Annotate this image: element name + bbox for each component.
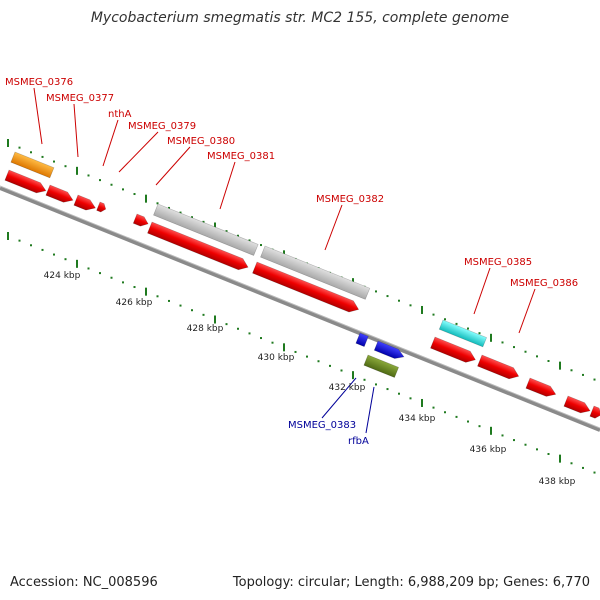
feature-orange[interactable] [10, 151, 55, 179]
leader-line [365, 386, 375, 434]
outer-tick-track [7, 139, 596, 381]
gene-red-b-shape [563, 395, 591, 414]
kbp-label: 434 kbp [399, 414, 436, 424]
gene-label-forward[interactable]: nthA [108, 109, 132, 120]
feature-gray-1-shape [153, 203, 259, 256]
feature-gray-2-shape [260, 245, 371, 300]
feature-orange-shape [10, 151, 55, 179]
gene-label-reverse[interactable]: MSMEG_0383 [288, 420, 356, 431]
leader-line [219, 161, 236, 210]
label-leaders [33, 87, 536, 434]
gene-red-c[interactable] [589, 405, 600, 420]
gene-msmeg-0383-shape [355, 332, 369, 347]
feature-track [4, 151, 600, 420]
gene-msmeg-0377[interactable] [45, 184, 75, 205]
feature-cyan[interactable] [438, 319, 487, 348]
genome-summary-text: Topology: circular; Length: 6,988,209 bp… [232, 575, 590, 590]
label-layer: 424 kbp 426 kbp 428 kbp 430 kbp 432 kbp 434 k… [5, 77, 578, 487]
kbp-label: 424 kbp [44, 271, 81, 281]
kbp-label: 438 kbp [539, 477, 576, 487]
gene-label-reverse[interactable]: rfbA [348, 436, 369, 447]
gene-msmeg-0376[interactable] [4, 169, 48, 196]
map-title: Mycobacterium smegmatis str. MC2 155, co… [90, 10, 510, 26]
gene-small-1[interactable] [96, 201, 108, 213]
gene-msmeg-0379-shape [132, 213, 149, 227]
feature-cyan-shape [438, 319, 487, 348]
kbp-label: 426 kbp [116, 298, 153, 308]
gene-msmeg-0383[interactable] [355, 332, 369, 347]
gene-label-forward[interactable]: MSMEG_0376 [5, 77, 73, 88]
gene-msmeg-0381-shape [252, 261, 360, 313]
gene-label-forward[interactable]: MSMEG_0377 [46, 93, 114, 104]
kbp-label: 428 kbp [187, 324, 224, 334]
gene-msmeg-0379[interactable] [132, 213, 150, 229]
leader-line [118, 131, 159, 173]
backbone-line [0, 186, 600, 432]
gene-msmeg-0386-shape [477, 354, 520, 380]
leader-line [321, 377, 357, 419]
gene-label-forward[interactable]: MSMEG_0381 [207, 151, 275, 162]
gene-msmeg-0380-shape [147, 221, 249, 271]
gene-rfba[interactable] [363, 354, 399, 378]
feature-gray-1[interactable] [153, 203, 259, 256]
accession-text: Accession: NC_008596 [10, 575, 158, 590]
gene-ntha[interactable] [73, 194, 98, 213]
gene-label-forward[interactable]: MSMEG_0379 [128, 121, 196, 132]
gene-msmeg-0386[interactable] [477, 354, 521, 382]
leader-line [102, 119, 119, 167]
gene-red-a-shape [525, 377, 557, 397]
gene-blue-b-shape [373, 340, 405, 359]
gene-rfba-shape [363, 354, 399, 378]
gene-msmeg-0385-shape [430, 336, 476, 363]
gene-msmeg-0385[interactable] [430, 336, 478, 365]
gene-red-a[interactable] [525, 377, 558, 399]
kbp-label: 432 kbp [329, 383, 366, 393]
leader-line [473, 267, 491, 315]
leader-line [73, 103, 79, 158]
gene-red-b[interactable] [563, 395, 592, 416]
kbp-label: 430 kbp [258, 353, 295, 363]
gene-msmeg-0376-shape [4, 169, 47, 194]
gene-msmeg-0377-shape [45, 184, 74, 203]
gene-small-1-shape [96, 201, 107, 213]
gene-blue-b[interactable] [373, 340, 406, 361]
backbone-highlight [0, 185, 600, 429]
gene-msmeg-0380[interactable] [147, 221, 251, 273]
gene-msmeg-0381[interactable] [252, 261, 361, 315]
gene-label-forward[interactable]: MSMEG_0385 [464, 257, 532, 268]
gene-label-forward[interactable]: MSMEG_0380 [167, 136, 235, 147]
feature-gray-2[interactable] [260, 245, 371, 300]
inner-tick-track [7, 232, 596, 474]
gene-label-forward[interactable]: MSMEG_0382 [316, 194, 384, 205]
leader-line [518, 288, 536, 334]
gene-ntha-shape [73, 194, 96, 211]
gene-red-c-shape [589, 405, 600, 419]
leader-line [324, 204, 343, 251]
kbp-label: 436 kbp [470, 445, 507, 455]
gene-label-forward[interactable]: MSMEG_0386 [510, 278, 578, 289]
leader-line [155, 146, 191, 186]
leader-line [33, 87, 43, 145]
